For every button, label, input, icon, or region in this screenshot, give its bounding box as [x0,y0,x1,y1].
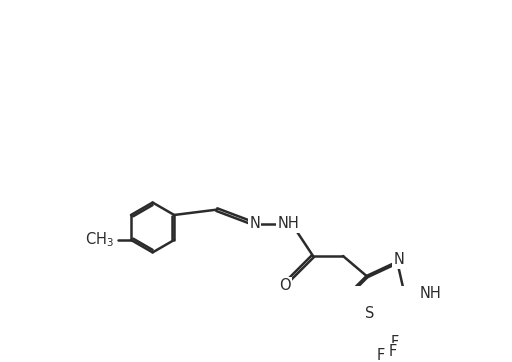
Text: CH$_3$: CH$_3$ [85,231,114,249]
Text: S: S [365,306,374,320]
Text: N: N [393,252,404,268]
Text: O: O [279,278,290,294]
Text: N: N [249,216,260,231]
Text: F: F [390,335,398,350]
Text: F: F [389,344,397,359]
Text: NH: NH [420,286,441,300]
Text: NH: NH [277,216,299,231]
Text: F: F [377,348,385,362]
